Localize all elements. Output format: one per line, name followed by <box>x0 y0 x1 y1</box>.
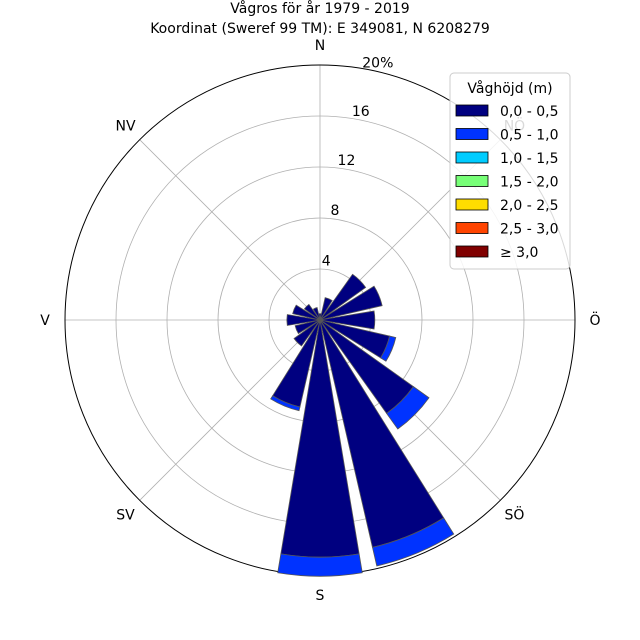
legend-label: 2,0 - 2,5 <box>500 198 558 214</box>
rose-bar-157.5-bin-1 <box>372 517 455 567</box>
legend-swatch <box>455 245 489 258</box>
rose-bar-112.5-bin-1 <box>379 335 397 362</box>
direction-label: SV <box>116 507 135 523</box>
rose-bar-202.5-bin-1 <box>270 395 301 412</box>
chart-subtitle: Koordinat (Sweref 99 TM): E 349081, N 62… <box>150 21 490 37</box>
direction-label: SÖ <box>505 505 525 523</box>
direction-label: V <box>40 313 50 329</box>
rose-bar-270-bin-0 <box>286 314 321 326</box>
direction-label: NV <box>116 119 136 135</box>
radial-tick-label: 16 <box>352 104 370 120</box>
legend-label: 0,0 - 0,5 <box>500 104 558 120</box>
rose-bars <box>270 273 455 577</box>
rose-bar-225-bin-0 <box>293 319 321 347</box>
legend-frame <box>449 72 571 270</box>
direction-label: Ö <box>589 311 600 329</box>
legend-swatch <box>455 151 489 164</box>
legend-label: ≥ 3,0 <box>500 245 538 261</box>
grid-spoke <box>139 139 321 321</box>
radial-tick-label: 20% <box>362 56 393 72</box>
rose-bar-45-bin-0 <box>319 273 367 321</box>
rose-bar-22.5-bin-0 <box>319 297 333 321</box>
legend-swatch <box>455 198 489 211</box>
legend-label: 1,5 - 2,0 <box>500 175 558 191</box>
legend: Våghöjd (m) 0,0 - 0,5 0,5 - 1,0 1,0 - 1,5 1,… <box>449 72 571 270</box>
rose-bar-337.5-bin-0 <box>312 307 321 321</box>
legend-swatch <box>455 104 489 117</box>
direction-label: N <box>315 38 325 54</box>
rose-bar-67.5-bin-0 <box>319 285 383 321</box>
legend-label: 0,5 - 1,0 <box>500 128 558 144</box>
rose-bar-247.5-bin-0 <box>294 319 321 335</box>
radial-tick-label: 12 <box>338 153 356 169</box>
legend-label: 2,5 - 3,0 <box>500 222 558 238</box>
rose-bar-135-bin-1 <box>386 386 430 430</box>
rose-bar-315-bin-0 <box>303 303 321 321</box>
legend-swatch <box>455 222 489 234</box>
radial-tick-label: 4 <box>322 253 331 269</box>
radial-tick-labels: 4 8 12 16 20% <box>322 56 394 270</box>
legend-swatch <box>455 128 489 140</box>
rose-bar-90-bin-0 <box>319 310 376 330</box>
direction-label: S <box>316 588 325 604</box>
legend-title: Våghöjd (m) <box>467 80 552 97</box>
grid-spoke <box>139 319 321 501</box>
legend-swatch <box>455 175 489 187</box>
rose-bar-292.5-bin-0 <box>292 304 321 321</box>
rose-bar-180-bin-1 <box>277 553 363 577</box>
radial-tick-label: 8 <box>330 203 339 219</box>
legend-label: 1,0 - 1,5 <box>500 151 558 167</box>
chart-title: Vågros för år 1979 - 2019 <box>230 0 409 17</box>
